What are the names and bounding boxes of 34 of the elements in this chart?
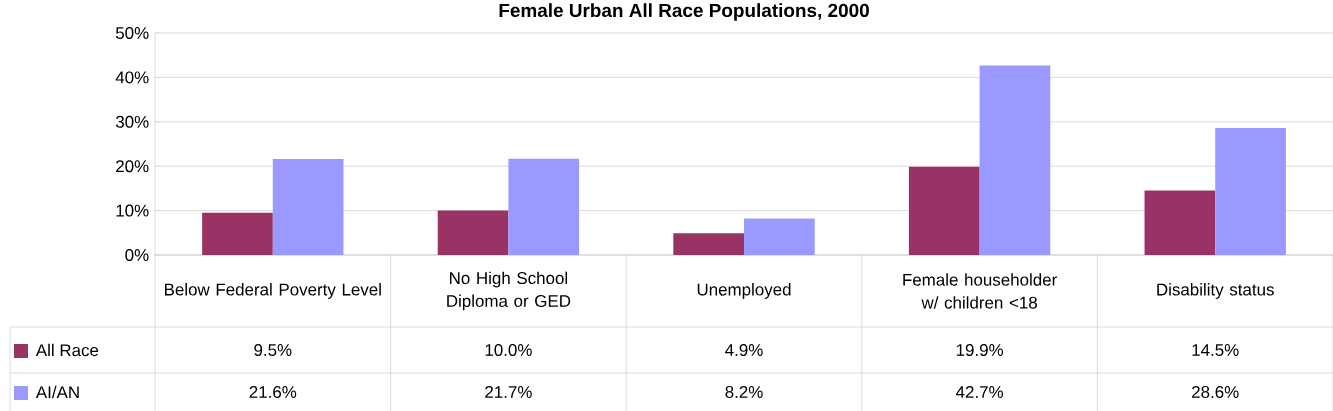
y-tick-label: 30% <box>115 115 149 128</box>
data-label: 42.7% <box>955 386 1004 398</box>
y-tick-label: 50% <box>115 27 149 39</box>
bar <box>744 218 815 255</box>
data-label: 21.7% <box>485 386 532 398</box>
data-label: 19.9% <box>956 344 1004 356</box>
data-label: 10.0% <box>485 344 532 356</box>
x-tick-label: Disability status <box>1157 283 1274 299</box>
bar <box>508 158 580 255</box>
x-tick-label: No High School Diploma or GED <box>447 271 571 311</box>
bar <box>437 210 509 255</box>
y-tick-label: 10% <box>116 204 149 217</box>
legend-label: AI/AN <box>35 385 79 399</box>
bar <box>908 166 980 255</box>
bar <box>1144 190 1216 255</box>
x-tick-label: Unemployed <box>697 283 791 299</box>
bar <box>1215 128 1286 255</box>
bar <box>202 212 273 255</box>
chart-title: Female Urban All Race Populations, 2000 <box>499 3 869 21</box>
bar <box>272 159 344 255</box>
y-tick-label: 0% <box>125 249 149 261</box>
data-label: 8.2% <box>725 386 763 398</box>
data-label: 14.5% <box>1192 344 1239 356</box>
bar <box>673 233 745 255</box>
y-tick-label: 40% <box>115 71 149 84</box>
x-tick-label: Female householder w/ children <18 <box>903 273 1057 309</box>
legend-label: All Race <box>35 343 99 357</box>
data-label: 4.9% <box>725 344 763 356</box>
x-tick-label: Below Federal Poverty Level <box>165 283 381 299</box>
y-tick-label: 20% <box>116 160 149 173</box>
bar <box>979 65 1051 255</box>
data-label: 9.5% <box>254 344 292 356</box>
data-label: 21.6% <box>249 386 297 398</box>
data-label: 28.6% <box>1192 386 1239 398</box>
